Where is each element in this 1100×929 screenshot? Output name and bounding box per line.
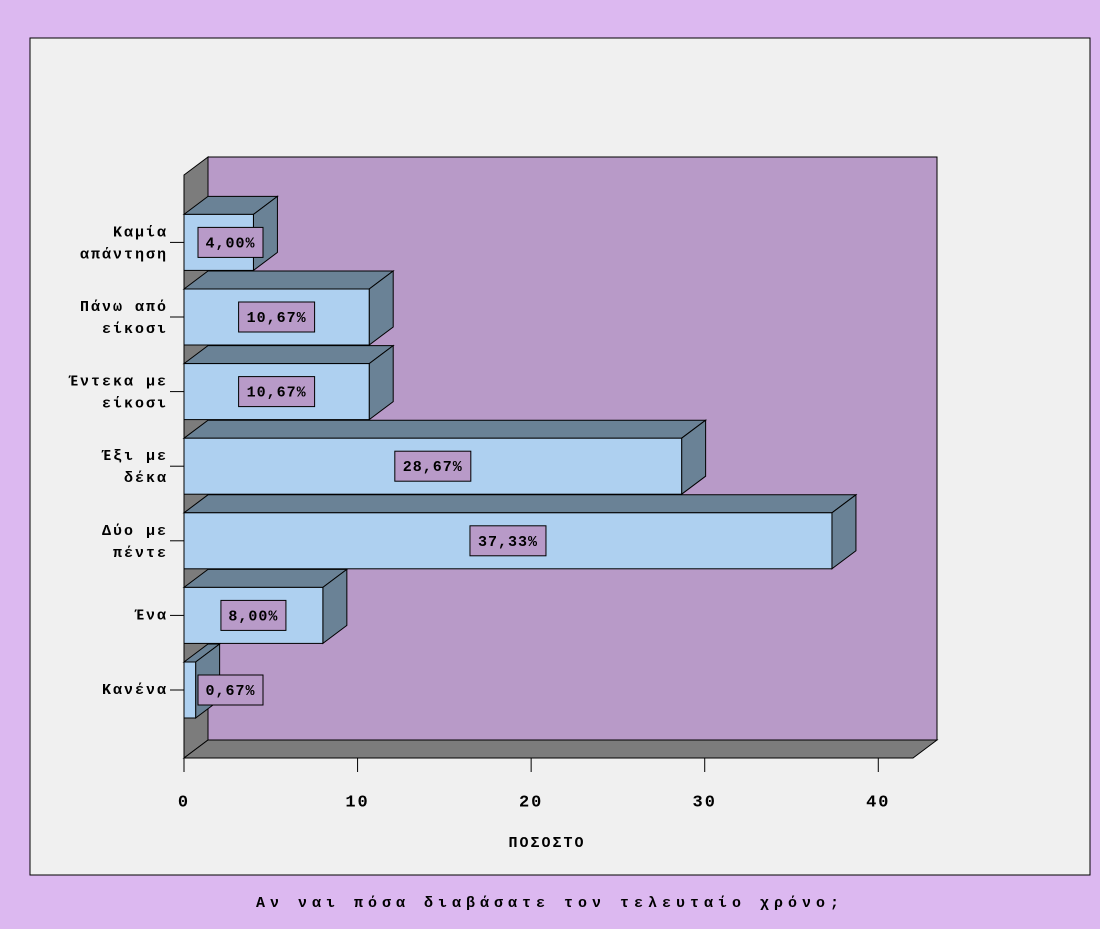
bar-top [182, 270, 395, 290]
value-label: 37,33% [478, 534, 538, 551]
x-tick-label: 0 [178, 793, 190, 812]
bar-top [182, 419, 708, 439]
x-tick-label: 40 [866, 793, 890, 812]
bar-top [182, 494, 858, 514]
value-label-box [220, 599, 287, 631]
value-label: 28,67% [403, 459, 463, 476]
x-tick-label: 10 [345, 793, 369, 812]
y-tick-label: Έξι με δέκα [101, 448, 168, 487]
x-axis-title: ΠΟΣΟΣΤΟ [508, 835, 585, 852]
y-tick-line: είκοσι [102, 396, 168, 413]
value-label: 0,67% [205, 683, 255, 700]
value-label-box [238, 376, 316, 408]
y-tick-line: είκοσι [102, 321, 168, 338]
y-tick-line: Έξι με [101, 448, 168, 465]
value-label-box [394, 450, 472, 482]
value-label-box [197, 674, 264, 706]
bar-top [182, 568, 349, 588]
chart-title: Αν ναι πόσα διαβάσατε τον τελευταίο χρόν… [256, 895, 844, 912]
y-tick-label: Κανένα [102, 682, 168, 699]
y-tick-label: Δύο με πέντε [102, 523, 168, 562]
y-tick-line: πέντε [113, 545, 168, 562]
y-tick-line: Πάνω από [80, 299, 168, 316]
floor [182, 739, 939, 759]
y-tick-line: απάντηση [80, 246, 168, 263]
value-label-box [238, 301, 316, 333]
value-label-box [197, 226, 264, 258]
y-tick-line: δέκα [124, 470, 168, 487]
y-tick-line: Δύο με [102, 523, 168, 540]
y-tick-label: Ένα [134, 607, 168, 624]
bar-top [182, 345, 395, 365]
y-tick-label: Πάνω από είκοσι [80, 299, 168, 338]
bar [182, 419, 708, 496]
y-tick-label: Έντεκα με είκοσι [68, 374, 168, 413]
value-label: 10,67% [247, 310, 307, 327]
y-tick-label: Καμία απάντηση [80, 224, 168, 263]
x-tick-label: 30 [693, 793, 717, 812]
value-label: 4,00% [205, 235, 255, 252]
x-tick-label: 20 [519, 793, 543, 812]
bar-front [183, 661, 197, 719]
y-tick-line: Έντεκα με [68, 374, 168, 391]
value-label: 8,00% [228, 608, 278, 625]
bar [182, 344, 395, 421]
y-tick-line: Καμία [113, 224, 168, 241]
value-label-box [469, 525, 547, 557]
value-label: 10,67% [247, 385, 307, 402]
